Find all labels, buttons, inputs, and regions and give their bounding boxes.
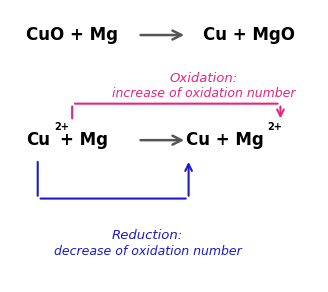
Text: 2+: 2+ bbox=[267, 122, 282, 132]
Text: 2+: 2+ bbox=[54, 122, 69, 132]
Text: Cu: Cu bbox=[26, 131, 50, 149]
Text: decrease of oxidation number: decrease of oxidation number bbox=[54, 245, 241, 258]
Text: Oxidation:: Oxidation: bbox=[169, 72, 237, 85]
Text: increase of oxidation number: increase of oxidation number bbox=[112, 87, 295, 100]
Text: Cu + MgO: Cu + MgO bbox=[203, 26, 295, 44]
Text: CuO + Mg: CuO + Mg bbox=[26, 26, 118, 44]
Text: + Mg: + Mg bbox=[60, 131, 108, 149]
Text: Cu + Mg: Cu + Mg bbox=[186, 131, 264, 149]
Text: Reduction:: Reduction: bbox=[112, 229, 183, 241]
